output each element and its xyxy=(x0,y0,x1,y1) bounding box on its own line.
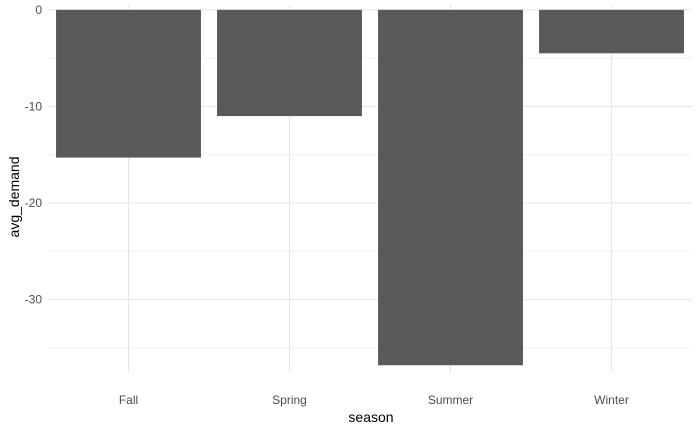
x-tick-label: Summer xyxy=(428,393,473,407)
x-axis-title: season xyxy=(348,409,393,425)
x-tick-label: Winter xyxy=(594,393,629,407)
x-tick-label: Fall xyxy=(119,393,138,407)
bar-layer xyxy=(56,9,684,366)
x-tick-label: Spring xyxy=(272,393,307,407)
x-axis-ticks: Fall Spring Summer Winter xyxy=(119,393,629,407)
y-tick-label: -30 xyxy=(25,293,43,307)
bar-fall xyxy=(56,9,201,158)
bar-winter xyxy=(539,9,684,54)
y-tick-label: -20 xyxy=(25,196,43,210)
bar-spring xyxy=(217,9,362,117)
y-axis-ticks: 0 -10 -20 -30 xyxy=(25,3,43,307)
y-tick-label: 0 xyxy=(35,3,42,17)
y-tick-label: -10 xyxy=(25,99,43,113)
y-axis-title: avg_demand xyxy=(6,157,22,238)
bar-summer xyxy=(378,9,523,366)
